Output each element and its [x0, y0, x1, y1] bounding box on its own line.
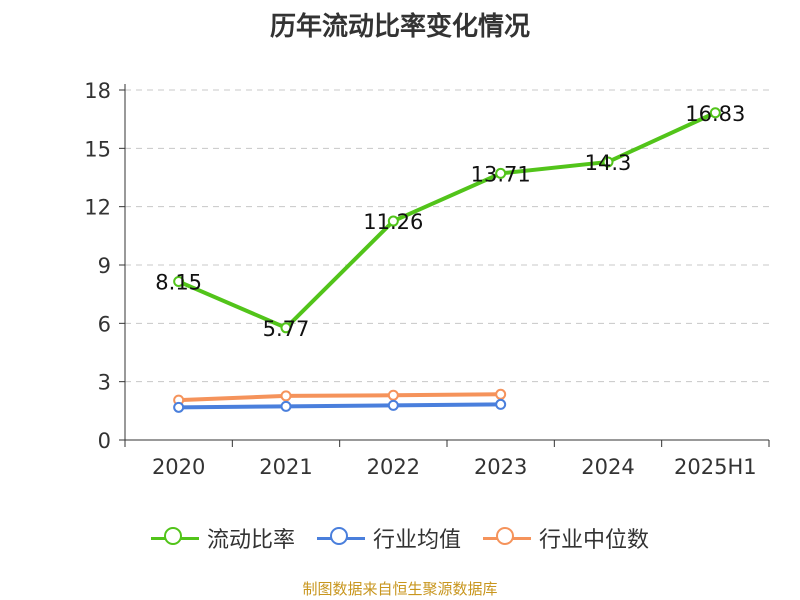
data-label: 14.3 [585, 151, 632, 175]
x-tick-label: 2021 [259, 455, 312, 479]
legend-label: 流动比率 [206, 528, 295, 553]
data-point [495, 398, 507, 410]
y-tick-label: 6 [98, 312, 111, 336]
x-tick-label: 2022 [367, 455, 420, 479]
data-point [602, 156, 614, 168]
legend-item[interactable]: 行业中位数 [483, 522, 649, 554]
data-label: 8.15 [155, 271, 202, 295]
data-label: 13.71 [471, 162, 531, 186]
data-point [387, 399, 399, 411]
data-label: 16.83 [685, 102, 745, 126]
x-tick-label: 2023 [474, 455, 527, 479]
legend-label: 行业中位数 [539, 528, 650, 553]
legend-item[interactable]: 行业均值 [316, 522, 461, 554]
data-point [173, 276, 185, 288]
y-tick-label: 0 [98, 429, 111, 453]
data-point [387, 215, 399, 227]
axes: 0 3 6 9 12 15 18 2020 2021 2022 2023 2024 2025H1 [84, 79, 770, 479]
y-tick-label: 12 [84, 196, 111, 220]
data-point [495, 388, 507, 400]
legend-symbol [316, 526, 365, 550]
data-point [709, 107, 721, 119]
data-label: 11.26 [363, 210, 423, 234]
y-tick-label: 3 [98, 371, 111, 395]
data-point [173, 401, 185, 413]
data-point [280, 322, 292, 334]
legend-item[interactable]: 流动比率 [150, 522, 295, 554]
chart-title: 历年流动比率变化情况 [269, 12, 530, 42]
series-line [176, 402, 503, 410]
legend-symbol [150, 526, 199, 550]
data-point [387, 389, 399, 401]
x-tick-label: 2020 [152, 455, 205, 479]
source-note: 制图数据来自恒生聚源数据库 [302, 580, 498, 598]
data-point [280, 400, 292, 412]
legend: 流动比率 行业均值 行业中位数 [0, 522, 800, 554]
y-tick-label: 18 [84, 79, 111, 103]
grid-lines [125, 89, 769, 383]
data-point [280, 390, 292, 402]
y-tick-label: 15 [84, 137, 111, 161]
data-label: 5.77 [263, 317, 310, 341]
x-tick-label: 2025H1 [674, 455, 757, 479]
legend-symbol [483, 526, 531, 550]
data-labels: 8.15 5.77 11.26 13.71 14.3 16.83 [155, 102, 745, 341]
x-tick-label: 2024 [581, 455, 634, 479]
series-line [176, 392, 503, 403]
legend-label: 行业均值 [372, 528, 461, 553]
series-lines [173, 107, 721, 413]
data-point [495, 167, 507, 179]
y-tick-label: 9 [98, 254, 111, 278]
series-line [176, 110, 718, 330]
